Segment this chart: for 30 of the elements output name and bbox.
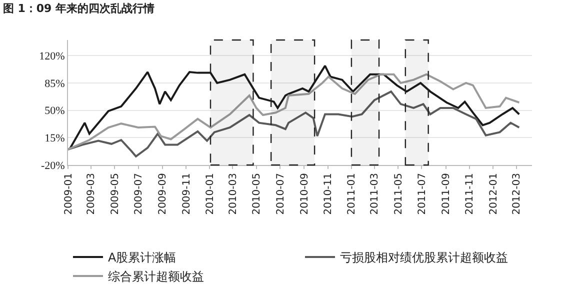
x-tick-label: 2009-07	[134, 173, 145, 215]
line-series	[68, 90, 520, 158]
y-tick-label: 85%	[44, 78, 65, 90]
legend-label: A股累计涨幅	[108, 250, 176, 265]
x-tick-label: 2009-03	[86, 173, 98, 215]
y-tick-label: 120%	[39, 50, 65, 62]
legend-label: 综合累计超额收益	[108, 270, 204, 284]
x-tick-label: 2009-09	[158, 173, 169, 215]
x-tick-label: 2012-03	[512, 173, 523, 215]
x-tick-label: 2010-03	[228, 173, 239, 215]
x-tick-label: 2011-01	[346, 173, 358, 215]
x-tick-label: 2011-05	[393, 173, 404, 215]
y-tick-label: -20%	[40, 160, 65, 172]
legend-label: 亏损股相对绩优股累计超额收益	[340, 250, 508, 265]
x-tick-label: 2011-11	[464, 173, 476, 215]
y-tick-label: 50%	[44, 105, 65, 118]
x-tick-label: 2010-01	[204, 173, 216, 215]
x-tick-label: 2010-07	[275, 173, 286, 215]
x-tick-label: 2010-05	[252, 173, 263, 215]
x-tick-label: 2010-11	[323, 173, 334, 215]
x-tick-label: 2009-05	[110, 173, 121, 215]
x-tick-label: 2009-01	[63, 173, 74, 215]
x-tick-label: 2011-09	[441, 173, 452, 215]
x-tick-label: 2012-01	[488, 173, 500, 215]
y-tick-label: 15%	[44, 132, 65, 145]
x-tick-label: 2011-03	[370, 173, 381, 215]
chart-title: 图 1：09 年来的四次乱战行情	[2, 2, 154, 16]
x-tick-label: 2009-11	[181, 173, 192, 215]
x-tick-label: 2010-09	[299, 173, 310, 215]
x-tick-label: 2011-07	[416, 173, 428, 215]
